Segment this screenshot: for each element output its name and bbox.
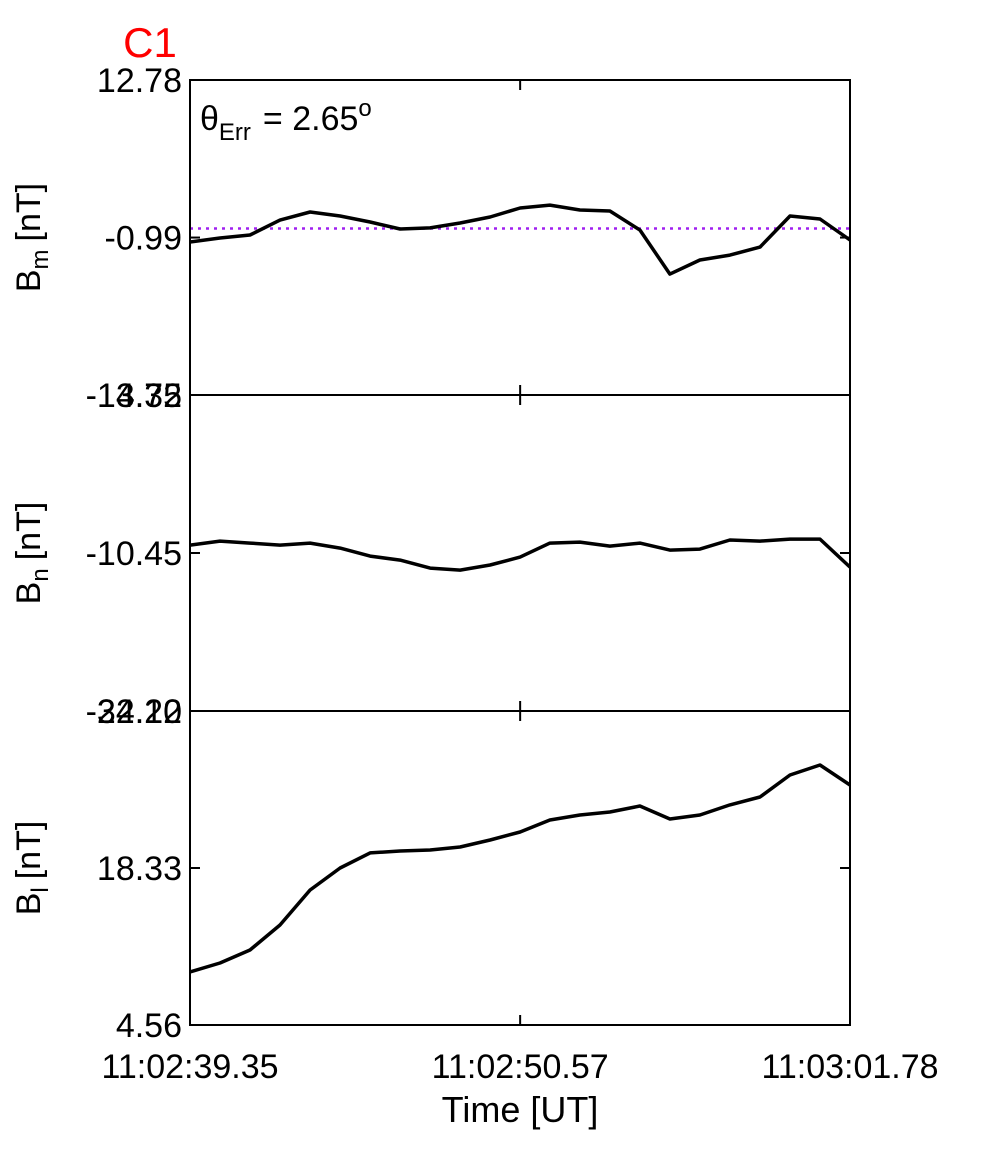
x-tick-label: 11:03:01.78 — [761, 1048, 938, 1086]
y-label-subscript: n — [27, 568, 54, 581]
annotation: θErr = 2.65o — [200, 95, 372, 146]
y-tick-label: 18.33 — [97, 850, 182, 888]
y-label-unit: [nT] — [10, 502, 48, 561]
y-tick-label: 3.32 — [116, 377, 182, 415]
y-label-symbol: B — [10, 893, 48, 916]
y-tick-label: -0.99 — [105, 220, 183, 258]
y-tick-label: -14.75 — [86, 377, 182, 415]
y-label-symbol: B — [10, 582, 48, 605]
x-tick-label: 11:02:50.57 — [432, 1048, 609, 1086]
data-line — [190, 763, 850, 974]
y-label-unit: [nT] — [10, 821, 48, 880]
annotation-text: = 2.65 — [263, 100, 358, 138]
data-line — [190, 203, 850, 276]
y-label-subscript: m — [27, 249, 54, 269]
y-label-unit: [nT] — [10, 183, 48, 242]
y-tick-label: 32.10 — [97, 693, 182, 731]
y-tick-label: 4.56 — [116, 1007, 182, 1045]
annotation-subscript: Err — [219, 119, 251, 146]
y-axis-label: Bl [nT] — [10, 821, 54, 916]
y-tick-label: -10.45 — [86, 535, 182, 573]
y-tick-label: 12.78 — [97, 62, 182, 100]
x-axis-label: Time [UT] — [442, 1089, 599, 1130]
y-tick-label: -24.22 — [86, 693, 182, 731]
annotation-symbol: θ — [200, 100, 219, 138]
data-line — [190, 537, 850, 572]
chart-title: C1 — [123, 19, 177, 66]
y-label-symbol: B — [10, 269, 48, 292]
y-label-subscript: l — [27, 887, 54, 892]
x-tick-label: 11:02:39.35 — [101, 1048, 278, 1086]
y-axis-label: Bm [nT] — [10, 183, 54, 292]
y-axis-label: Bn [nT] — [10, 502, 54, 605]
annotation-superscript: o — [358, 95, 371, 122]
